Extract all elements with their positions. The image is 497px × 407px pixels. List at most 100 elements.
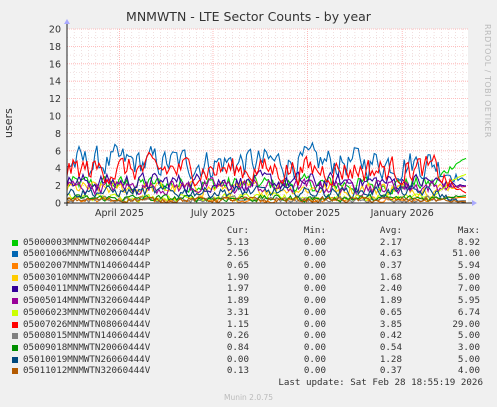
legend-swatch <box>12 298 18 305</box>
legend-item: 05006023MNMWTN02060444V 3.31 0.00 0.65 6.74 <box>12 307 492 319</box>
legend-min-value: 0.00 <box>303 295 326 307</box>
series-line <box>66 193 467 203</box>
legend-cur-value: 2.56 <box>226 248 249 260</box>
legend-swatch <box>12 344 18 351</box>
legend-avg-value: 0.54 <box>379 341 402 353</box>
legend-avg-value: 1.89 <box>379 295 402 307</box>
legend-cur-value: 0.26 <box>226 330 249 342</box>
legend-max-value: 7.00 <box>457 283 480 295</box>
legend-swatch <box>12 309 18 316</box>
y-tick-label: 18 <box>49 42 61 53</box>
legend-avg-value: 0.42 <box>379 330 402 342</box>
y-tick-label: 0 <box>55 199 61 210</box>
legend-swatch <box>12 239 18 246</box>
legend-item: 05011012MNMWTN32060444V 0.13 0.00 0.37 4.00 <box>12 365 492 377</box>
legend-max-value: 8.92 <box>457 236 480 248</box>
x-tick-label: January 2026 <box>370 208 434 219</box>
y-axis-arrow <box>64 19 70 24</box>
legend-series-name: 05008015MNMWTN14060444V <box>23 330 151 342</box>
chart-title: MNMWTN - LTE Sector Counts - by year <box>126 9 371 24</box>
legend-avg-value: 4.63 <box>379 248 402 260</box>
y-axis-label: users <box>2 108 15 138</box>
legend-item: 05004011MNMWTN26060444P 1.97 0.00 2.40 7.00 <box>12 283 492 295</box>
legend-cur-value: 1.90 <box>226 271 249 283</box>
legend-max-value: 5.00 <box>457 271 480 283</box>
x-tick-labels: April 2025 July 2025 October 2025 January 2… <box>95 208 434 219</box>
legend-avg-value: 2.17 <box>379 236 402 248</box>
legend-min-value: 0.00 <box>303 330 326 342</box>
legend-cur-value: 1.97 <box>226 283 249 295</box>
legend-min-value: 0.00 <box>303 260 326 272</box>
series-line <box>66 177 467 197</box>
legend-series-name: 05000003MNMWTN02060444P <box>23 236 151 248</box>
legend-item: 05009018MNMWTN20060444V 0.84 0.00 0.54 3.00 <box>12 342 492 354</box>
legend-avg-value: 0.37 <box>379 260 402 272</box>
legend-min-value: 0.00 <box>303 318 326 330</box>
legend-min-value: 0.00 <box>303 248 326 260</box>
legend-swatch <box>12 368 18 375</box>
legend-cur-value: 0.84 <box>226 341 249 353</box>
legend-max-value: 3.00 <box>457 341 480 353</box>
series-line <box>66 151 467 194</box>
legend-header: Cur: Min: Avg: Max: <box>12 225 492 237</box>
series-line <box>66 196 467 204</box>
x-tick-label: April 2025 <box>95 208 144 219</box>
series-layer <box>66 141 467 204</box>
legend-item: 05008015MNMWTN14060444V 0.26 0.00 0.42 5.00 <box>12 330 492 342</box>
legend-max-value: 5.00 <box>457 353 480 365</box>
legend-series-name: 05009018MNMWTN20060444V <box>23 341 151 353</box>
legend-cur-value: 1.89 <box>226 295 249 307</box>
y-tick-label: 4 <box>55 164 61 175</box>
legend-item: 05001006MNMWTN08060444P 2.56 0.00 4.63 51.00 <box>12 248 492 260</box>
legend-max-value: 51.00 <box>452 248 480 260</box>
legend-swatch <box>12 251 18 258</box>
y-tick-label: 2 <box>55 181 61 192</box>
legend-item: 05010019MNMWTN26060444V 0.00 0.00 1.28 5.00 <box>12 354 492 366</box>
x-tick-label: October 2025 <box>275 208 340 219</box>
legend-cur-value: 1.15 <box>226 318 249 330</box>
x-axis-arrow <box>472 200 477 206</box>
last-update-text: Last update: Sat Feb 28 18:55:19 2026 <box>278 377 483 388</box>
y-tick-labels: 0 2 4 6 8 10 12 14 16 18 20 <box>49 25 61 210</box>
y-tick-label: 6 <box>55 146 61 157</box>
y-tick-label: 10 <box>49 112 61 123</box>
legend-series-name: 05006023MNMWTN02060444V <box>23 306 151 318</box>
legend-item: 05000003MNMWTN02060444P 5.13 0.00 2.17 8.92 <box>12 237 492 249</box>
y-tick-label: 20 <box>49 25 61 36</box>
y-tick-label: 16 <box>49 59 61 70</box>
legend-max-value: 5.94 <box>457 260 480 272</box>
legend-series-name: 05002007MNMWTN14060444P <box>23 260 151 272</box>
legend-series-name: 05007026MNMWTN08060444V <box>23 318 151 330</box>
legend-max-value: 5.00 <box>457 330 480 342</box>
legend-min-value: 0.00 <box>303 236 326 248</box>
legend-avg-value: 0.37 <box>379 365 402 377</box>
legend-header-min: Min: <box>303 225 326 236</box>
legend-swatch <box>12 263 18 270</box>
legend-series-name: 05004011MNMWTN26060444P <box>23 283 151 295</box>
legend-header-avg: Avg: <box>379 225 402 236</box>
y-tick-label: 12 <box>49 94 61 105</box>
legend-header-cur: Cur: <box>226 225 249 236</box>
legend-cur-value: 5.13 <box>226 236 249 248</box>
legend-swatch <box>12 333 18 340</box>
legend-min-value: 0.00 <box>303 365 326 377</box>
legend-max-value: 5.95 <box>457 295 480 307</box>
legend-item: 05002007MNMWTN14060444P 0.65 0.00 0.37 5.94 <box>12 260 492 272</box>
legend-cur-value: 3.31 <box>226 306 249 318</box>
legend-min-value: 0.00 <box>303 271 326 283</box>
legend: Cur: Min: Avg: Max: 05000003MNMWTN020604… <box>12 225 492 377</box>
legend-item: 05005014MNMWTN32060444P 1.89 0.00 1.89 5.95 <box>12 295 492 307</box>
legend-min-value: 0.00 <box>303 306 326 318</box>
legend-series-name: 05001006MNMWTN08060444P <box>23 248 151 260</box>
legend-min-value: 0.00 <box>303 353 326 365</box>
y-tick-label: 8 <box>55 129 61 140</box>
legend-swatch <box>12 274 18 281</box>
grid-lines <box>66 28 468 204</box>
legend-rows: 05000003MNMWTN02060444P 5.13 0.00 2.17 8.92 0… <box>12 237 492 377</box>
axes <box>64 19 477 206</box>
munin-version-footer: Munin 2.0.75 <box>223 393 274 402</box>
legend-series-name: 05011012MNMWTN32060444V <box>23 365 151 377</box>
legend-series-name: 05010019MNMWTN26060444V <box>23 353 151 365</box>
